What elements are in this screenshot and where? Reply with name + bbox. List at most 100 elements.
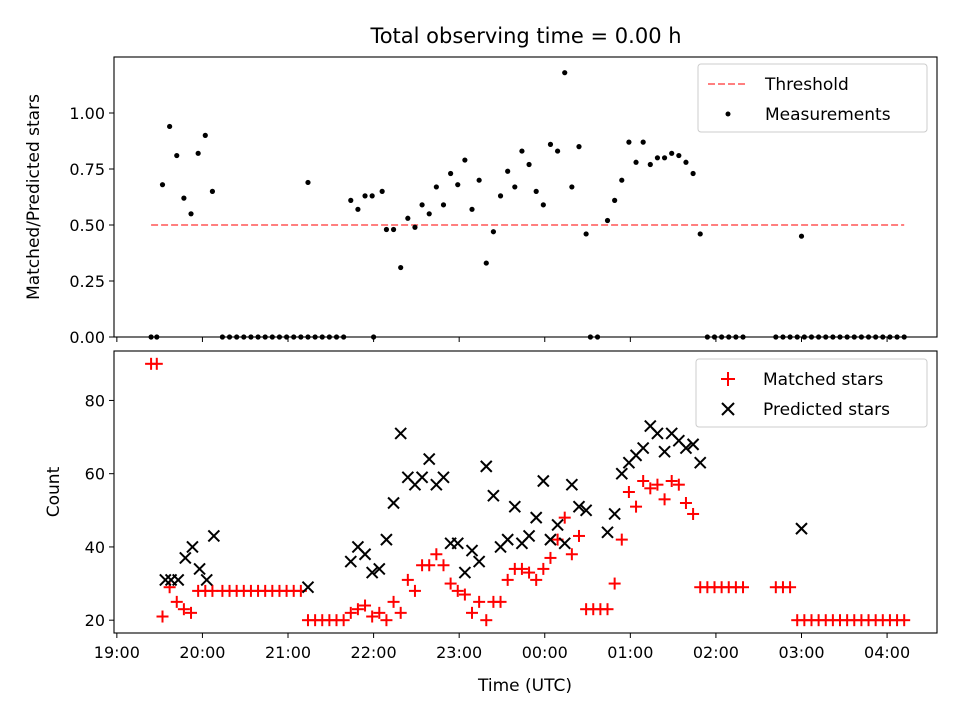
measurement-point xyxy=(448,170,454,177)
predicted-star-point xyxy=(344,555,357,568)
predicted-star-point xyxy=(565,478,579,491)
top-legend-box xyxy=(697,63,928,133)
bottom-x-tick-label: 01:00 xyxy=(607,643,653,662)
matched-star-point xyxy=(401,573,414,586)
count-points-layer xyxy=(145,357,911,627)
bottom-x-tick-label: 19:00 xyxy=(94,643,140,662)
predicted-star-point xyxy=(601,526,614,539)
predicted-star-point xyxy=(579,504,593,517)
measurement-point xyxy=(362,193,368,199)
measurement-point xyxy=(540,202,546,208)
measurement-points-layer xyxy=(148,70,907,340)
bottom-x-axis: 19:00 20:00 21:00 22:00 23:00 00:00 01:00 02:00… xyxy=(94,633,910,662)
bottom-y-tick-label: 80 xyxy=(85,391,105,410)
predicted-star-point xyxy=(465,544,479,557)
matched-star-point xyxy=(359,599,372,612)
measurement-point xyxy=(476,177,482,183)
predicted-star-point xyxy=(380,533,393,546)
predicted-star-point xyxy=(373,562,386,576)
measurement-point xyxy=(519,148,525,154)
predicted-star-point xyxy=(658,445,671,458)
predicted-star-point xyxy=(558,537,571,550)
matched-star-point xyxy=(630,500,643,513)
matched-star-point xyxy=(523,566,536,579)
bottom-x-tick-label: 21:00 xyxy=(265,643,311,662)
x-axis-label: Time (UTC) xyxy=(477,676,572,696)
predicted-star-point xyxy=(179,551,192,565)
predicted-star-point xyxy=(508,500,522,513)
matched-star-point xyxy=(658,493,671,506)
matched-star-point xyxy=(156,610,169,623)
predicted-star-point xyxy=(795,522,808,535)
top-legend: Threshold Measurements xyxy=(697,63,928,133)
bottom-x-tick-label: 04:00 xyxy=(864,643,910,662)
matched-star-point xyxy=(380,614,393,627)
measurement-point xyxy=(640,139,646,145)
matched-star-point xyxy=(177,603,190,616)
measurement-point xyxy=(547,141,554,147)
top-x-ticks xyxy=(116,337,888,342)
top-y-axis: 0.00 0.25 0.50 0.75 1.00 xyxy=(69,104,114,347)
predicted-star-point xyxy=(451,537,464,550)
matched-star-point xyxy=(337,614,350,627)
measurement-point xyxy=(426,211,432,217)
matched-star-point xyxy=(615,533,628,546)
predicted-star-point xyxy=(551,518,564,532)
measurement-point xyxy=(462,157,468,163)
matched-star-point xyxy=(537,562,550,575)
measurement-point xyxy=(562,70,568,76)
predicted-star-point xyxy=(544,533,557,546)
matched-star-point xyxy=(679,496,692,509)
top-y-tick-label: 1.00 xyxy=(69,104,105,123)
bottom-panel: 20 40 60 80 19:00 20:00 21:00 22:00 23:00 00:00 0… xyxy=(44,350,938,696)
matched-star-point xyxy=(737,581,750,594)
matched-star-point xyxy=(466,606,479,619)
matched-star-point xyxy=(558,511,571,524)
measurement-point xyxy=(612,197,618,203)
measurement-point xyxy=(533,188,539,194)
predicted-star-point xyxy=(365,566,379,579)
matched-star-point xyxy=(494,595,507,608)
predicted-star-point xyxy=(171,573,185,587)
predicted-star-point xyxy=(387,496,400,510)
measurement-point xyxy=(188,211,194,217)
measurement-point xyxy=(469,206,475,212)
measurement-point xyxy=(626,139,632,145)
predicted-star-point xyxy=(501,533,514,546)
measurement-point xyxy=(455,182,461,188)
measurement-point xyxy=(440,202,447,208)
predicted-star-point xyxy=(615,467,628,480)
legend-matched-swatch xyxy=(721,372,735,386)
measurement-point xyxy=(505,168,511,174)
predicted-star-point xyxy=(159,573,172,587)
top-y-tick-label: 0.25 xyxy=(69,272,105,291)
matched-star-point xyxy=(515,562,528,575)
matched-star-point xyxy=(637,475,650,488)
predicted-star-point xyxy=(437,471,450,484)
measurement-point xyxy=(202,132,208,138)
measurement-point xyxy=(619,177,625,183)
predicted-star-point xyxy=(487,489,500,502)
predicted-star-point xyxy=(358,548,372,561)
predicted-star-point xyxy=(686,438,700,451)
matched-star-point xyxy=(430,548,443,561)
matched-star-point xyxy=(572,529,585,542)
bottom-x-tick-label: 23:00 xyxy=(436,643,482,662)
predicted-star-point xyxy=(480,460,493,473)
predicted-star-point xyxy=(193,562,206,576)
measurement-point xyxy=(569,184,575,190)
matched-star-point xyxy=(170,595,183,608)
legend-measurements-label: Measurements xyxy=(765,105,891,125)
matched-star-point xyxy=(622,486,635,498)
matched-star-point xyxy=(394,606,407,619)
measurement-point xyxy=(654,155,661,161)
matched-star-point xyxy=(544,551,557,564)
bottom-x-tick-label: 02:00 xyxy=(693,643,739,662)
legend-threshold-label: Threshold xyxy=(764,75,849,95)
top-y-tick-label: 0.75 xyxy=(69,160,105,179)
measurement-point xyxy=(305,179,311,186)
matched-star-point xyxy=(185,606,198,619)
measurement-point xyxy=(661,155,668,161)
measurement-point xyxy=(669,150,675,156)
measurement-point xyxy=(369,193,375,199)
